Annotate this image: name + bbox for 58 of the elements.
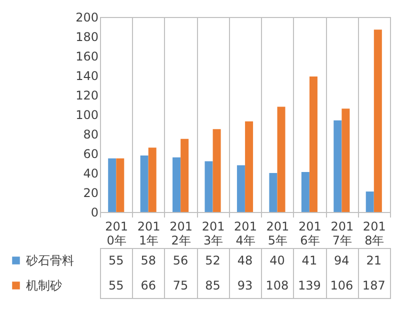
bar — [277, 106, 286, 212]
data-label: 58 — [140, 254, 156, 268]
data-label: 52 — [205, 254, 220, 268]
x-tick-label: 2015年 — [266, 220, 290, 248]
data-label: 108 — [266, 278, 289, 292]
data-label: 85 — [205, 278, 220, 292]
data-label: 66 — [140, 278, 156, 292]
y-tick-label: 180 — [76, 30, 98, 44]
x-tick-label: 2011年 — [137, 220, 160, 248]
bar — [309, 76, 318, 212]
bar — [374, 30, 382, 212]
bar — [334, 120, 342, 212]
y-tick-label: 40 — [83, 166, 98, 180]
data-label: 48 — [237, 254, 253, 268]
bar — [245, 121, 254, 212]
y-tick-label: 0 — [90, 206, 98, 220]
bar — [342, 108, 350, 212]
y-tick-label: 200 — [76, 10, 98, 24]
bar — [366, 192, 374, 212]
data-label: 93 — [237, 278, 253, 292]
y-tick-label: 60 — [83, 147, 98, 161]
y-tick-label: 80 — [83, 128, 98, 142]
data-label: 40 — [270, 254, 285, 268]
data-label: 55 — [108, 254, 124, 268]
x-tick-label: 2013年 — [202, 220, 225, 248]
bar — [236, 165, 245, 212]
bar — [108, 158, 116, 212]
bar — [180, 138, 189, 212]
bar — [212, 129, 221, 212]
x-tick-label: 2018年 — [362, 220, 386, 248]
bar — [140, 155, 148, 212]
x-tick-label: 2017年 — [330, 220, 354, 248]
x-tick-label: 2014年 — [234, 220, 257, 248]
x-tick-label: 2012年 — [170, 220, 193, 248]
data-label: 75 — [172, 278, 188, 292]
bar — [116, 158, 124, 212]
x-tick-label: 2010年 — [105, 220, 128, 248]
data-label: 94 — [334, 254, 350, 268]
bar — [172, 157, 181, 212]
data-label: 139 — [298, 278, 321, 292]
data-label: 41 — [302, 254, 318, 268]
y-tick-label: 160 — [76, 50, 98, 64]
y-tick-label: 120 — [76, 88, 98, 102]
y-tick-label: 140 — [76, 69, 98, 83]
y-tick-label: 100 — [76, 108, 98, 122]
data-label: 56 — [172, 254, 188, 268]
y-tick-label: 20 — [83, 186, 98, 200]
data-label: 21 — [366, 254, 382, 268]
data-label: 55 — [108, 278, 124, 292]
bar — [269, 173, 278, 212]
bar — [148, 148, 156, 212]
data-label: 187 — [362, 278, 386, 292]
x-tick-label: 2016年 — [298, 220, 322, 248]
bar — [204, 161, 213, 212]
bar — [301, 172, 310, 212]
legend-label: 机制砂 — [26, 278, 62, 292]
data-label: 106 — [330, 278, 354, 292]
legend-label: 砂石骨料 — [25, 254, 74, 268]
